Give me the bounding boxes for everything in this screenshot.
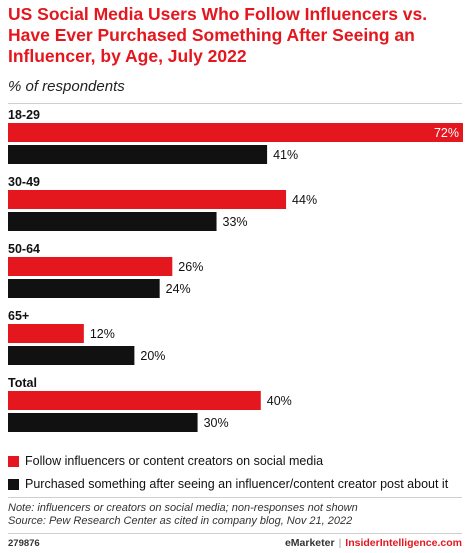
bar-purchased-1 <box>8 212 217 231</box>
footnote: Note: influencers or creators on social … <box>8 502 358 528</box>
bar-purchased-3 <box>8 346 135 365</box>
footnote-source: Source: Pew Research Center as cited in … <box>8 515 353 527</box>
bar-follow-2 <box>8 257 173 276</box>
data-label-purchased-2: 24% <box>166 282 191 296</box>
data-label-purchased-0: 41% <box>273 148 298 162</box>
brand-separator: | <box>338 537 342 549</box>
top-divider <box>8 103 462 104</box>
bar-follow-0 <box>8 123 463 142</box>
bar-purchased-0 <box>8 145 268 164</box>
bar-purchased-4 <box>8 413 198 432</box>
bar-follow-1 <box>8 190 287 209</box>
data-label-purchased-3: 20% <box>140 349 165 363</box>
category-label-1: 30-49 <box>8 175 40 189</box>
data-label-follow-4: 40% <box>267 394 292 408</box>
chart-id: 279876 <box>8 538 40 549</box>
brand-insider-intelligence: InsiderIntelligence.com <box>345 537 462 549</box>
legend-item-purchased: Purchased something after seeing an infl… <box>8 475 448 493</box>
legend-label-follow: Follow influencers or content creators o… <box>25 454 324 468</box>
legend-swatch-purchased <box>8 478 19 490</box>
data-label-follow-0: 72% <box>434 126 459 140</box>
bar-follow-4 <box>8 391 261 410</box>
category-label-4: Total <box>8 376 37 390</box>
footer-brand: eMarketer | InsiderIntelligence.com <box>285 537 462 549</box>
legend-swatch-follow <box>8 455 19 467</box>
data-label-follow-3: 12% <box>90 327 115 341</box>
footnote-divider <box>8 497 462 498</box>
chart-title: US Social Media Users Who Follow Influen… <box>8 4 428 66</box>
bar-chart: 18-29 72% 41% 30-49 44% 33% 50-64 26% 24% 65+ 12% 2… <box>8 108 463 432</box>
category-label-0: 18-29 <box>8 108 40 122</box>
data-label-follow-1: 44% <box>292 193 317 207</box>
data-label-purchased-1: 33% <box>223 215 248 229</box>
data-label-purchased-4: 30% <box>204 416 229 430</box>
bar-follow-3 <box>8 324 84 343</box>
legend-label-purchased: Purchased something after seeing an infl… <box>25 477 449 491</box>
category-label-3: 65+ <box>8 309 29 323</box>
legend: Follow influencers or content creators o… <box>8 452 448 498</box>
chart-subtitle: % of respondents <box>8 78 125 95</box>
data-label-follow-2: 26% <box>178 260 203 274</box>
brand-emarketer: eMarketer <box>284 537 335 549</box>
category-label-2: 50-64 <box>8 242 40 256</box>
legend-item-follow: Follow influencers or content creators o… <box>8 452 448 470</box>
footnote-note: Note: influencers or creators on social … <box>8 502 358 514</box>
footer-divider <box>8 533 462 534</box>
bar-purchased-2 <box>8 279 160 298</box>
